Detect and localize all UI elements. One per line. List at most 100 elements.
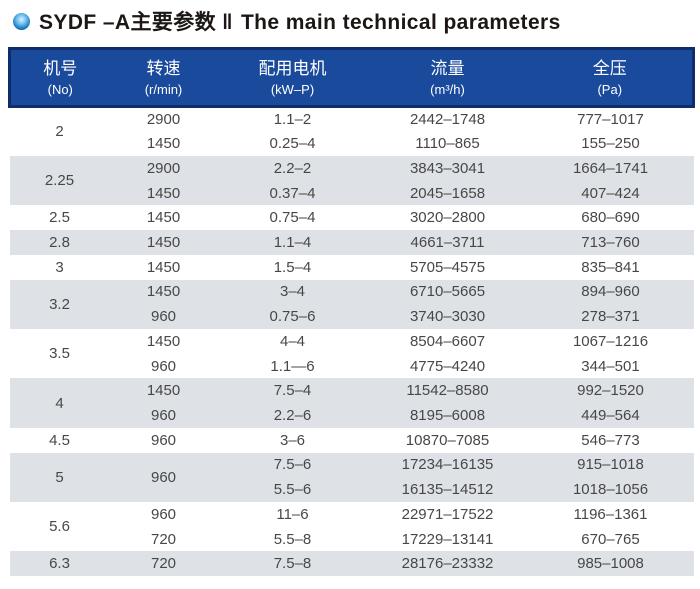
cell-motor: 7.5–8 (217, 551, 368, 577)
cell-pressure: 449–564 (527, 403, 694, 428)
cell-no: 3.5 (9, 328, 110, 379)
table-row: 5 960 7.5–6 17234–16135 915–1018 (9, 452, 694, 502)
table-row: 2.25 2900 2.2–2 3843–3041 1664–1741 (9, 155, 694, 206)
cell-motor: 0.75–4 (217, 205, 368, 231)
table-row: 4 1450 7.5–4 11542–8580 992–1520 (9, 378, 694, 428)
header-pressure-sub: (Pa) (597, 81, 623, 97)
table-row: 720 5.5–8 17229–13141 670–765 (10, 526, 694, 552)
cell-rpm: 960 (109, 353, 218, 379)
header-cell-pressure: 全压 (Pa) (527, 47, 695, 108)
cell-motor: 5.5–8 (217, 526, 368, 552)
cell-pressure: 985–1008 (527, 551, 694, 577)
cell-rpm: 1450 (109, 254, 218, 280)
cell-pressure: 344–501 (527, 353, 694, 379)
table-row: 960 0.75–6 3740–3030 278–371 (10, 304, 694, 329)
page-title: SYDF –A主要参数 ‖ The main technical parameter… (13, 6, 561, 36)
cell-pressure: 155–250 (527, 131, 694, 156)
cell-pressure: 1664–1741 (527, 155, 694, 181)
cell-no: 4.5 (9, 427, 110, 453)
header-cell-flow: 流量 (m³/h) (367, 47, 528, 108)
cell-no: 2.5 (9, 205, 110, 231)
cell-no: 5 (9, 452, 110, 502)
cell-no: 2.8 (9, 230, 110, 255)
table-row: 5.5–6 16135–14512 1018–1056 (10, 477, 694, 502)
cell-flow: 4661–3711 (367, 230, 528, 255)
cell-pressure: 713–760 (527, 230, 694, 255)
header-flow-sub: (m³/h) (430, 81, 465, 97)
cell-motor: 0.37–4 (217, 180, 368, 206)
cell-flow: 3740–3030 (367, 304, 528, 329)
bullet-icon (13, 12, 30, 30)
table-row: 3.2 1450 3–4 6710–5665 894–960 (9, 279, 694, 329)
cell-no: 3 (9, 254, 110, 280)
cell-rpm: 1450 (109, 378, 218, 404)
parameters-table: 机号 (No) 转速 (r/min) 配用电机 (kW–P) 流量 (m³/h)… (8, 47, 695, 577)
cell-pressure: 1067–1216 (527, 328, 694, 354)
table-row: 5.6 960 11–6 22971–17522 1196–1361 (9, 502, 694, 552)
header-rpm-zh: 转速 (146, 59, 181, 79)
cell-motor: 2.2–6 (217, 403, 368, 428)
cell-rpm: 1450 (109, 205, 218, 231)
cell-rpm: 2900 (109, 155, 218, 181)
cell-flow: 17234–16135 (367, 452, 528, 478)
table-row: 960 2.2–6 8195–6008 449–564 (10, 403, 694, 428)
cell-flow: 28176–23332 (367, 551, 528, 577)
cell-flow: 3843–3041 (367, 155, 528, 181)
cell-rpm: 1450 (109, 131, 218, 156)
header-motor-zh: 配用电机 (258, 59, 327, 79)
table-row: 960 1.1—6 4775–4240 344–501 (10, 353, 694, 379)
table-row: 2.8 1450 1.1–4 4661–3711 713–760 (9, 230, 694, 255)
cell-rpm: 960 (109, 427, 218, 453)
cell-rpm: 2900 (109, 106, 218, 132)
cell-no: 6.3 (9, 551, 110, 577)
page-title-text: SYDF –A主要参数 ‖ The main technical parameter… (39, 6, 561, 36)
table-header: 机号 (No) 转速 (r/min) 配用电机 (kW–P) 流量 (m³/h)… (8, 47, 695, 108)
cell-pressure: 835–841 (527, 254, 694, 280)
table-row: 2 2900 1.1–2 2442–1748 777–1017 (9, 106, 694, 156)
header-pressure-zh: 全压 (592, 59, 627, 79)
cell-flow: 1110–865 (367, 131, 528, 156)
header-cell-rpm: 转速 (r/min) (109, 47, 218, 108)
title-en: The main technical parameters (240, 11, 561, 34)
cell-pressure: 1196–1361 (527, 502, 694, 527)
cell-pressure: 680–690 (527, 205, 694, 231)
title-zh: SYDF –A主要参数 (39, 11, 217, 34)
header-rpm-sub: (r/min) (144, 81, 183, 97)
table-row: 1450 0.37–4 2045–1658 407–424 (10, 180, 694, 206)
cell-pressure: 278–371 (527, 304, 694, 329)
cell-pressure: 777–1017 (527, 106, 694, 132)
header-no-zh: 机号 (43, 59, 78, 79)
cell-rpm: 960 (109, 403, 218, 428)
cell-flow: 8195–6008 (367, 403, 528, 428)
cell-motor: 0.25–4 (217, 131, 368, 156)
cell-no: 2 (9, 106, 110, 156)
cell-pressure: 992–1520 (527, 378, 694, 404)
cell-flow: 8504–6607 (367, 328, 528, 354)
title-separator: ‖ (222, 11, 233, 34)
cell-flow: 5705–4575 (367, 254, 528, 280)
cell-flow: 17229–13141 (367, 526, 528, 552)
cell-rpm: 1450 (109, 230, 218, 255)
table-row: 6.3 720 7.5–8 28176–23332 985–1008 (9, 551, 694, 577)
cell-flow: 6710–5665 (367, 279, 528, 305)
header-cell-motor: 配用电机 (kW–P) (217, 47, 368, 108)
cell-motor: 2.2–2 (217, 155, 368, 181)
cell-pressure: 915–1018 (527, 452, 694, 478)
cell-pressure: 1018–1056 (527, 477, 694, 502)
cell-no: 3.2 (9, 279, 110, 329)
cell-motor: 5.5–6 (217, 477, 368, 502)
cell-flow: 16135–14512 (367, 477, 528, 502)
cell-motor: 4–4 (217, 328, 368, 354)
cell-motor: 1.5–4 (217, 254, 368, 280)
table-row: 2.5 1450 0.75–4 3020–2800 680–690 (9, 205, 694, 231)
cell-rpm: 960 (109, 502, 218, 527)
header-cell-no: 机号 (No) (8, 47, 110, 108)
cell-no: 5.6 (9, 502, 110, 552)
cell-flow: 2045–1658 (367, 180, 528, 206)
header-row: 机号 (No) 转速 (r/min) 配用电机 (kW–P) 流量 (m³/h)… (8, 47, 695, 108)
cell-motor: 1.1–2 (217, 106, 368, 132)
cell-rpm: 960 (109, 452, 218, 502)
cell-motor: 1.1—6 (217, 353, 368, 379)
table-body: 2 2900 1.1–2 2442–1748 777–1017 1450 0.25–4 111… (9, 106, 694, 577)
